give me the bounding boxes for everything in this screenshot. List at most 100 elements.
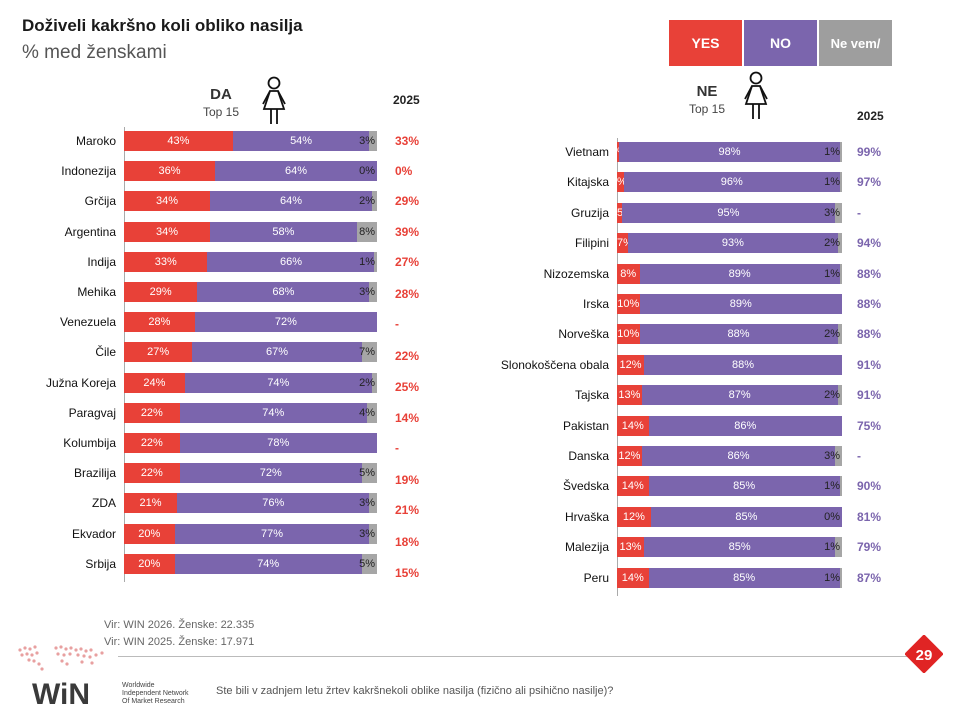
stacked-bar: 33% 66% (124, 251, 377, 272)
bar-row: Ekvador 20% 77% 3% 18% (72, 523, 419, 549)
bar-yes: 28% (124, 312, 195, 333)
category-label: Malezija (564, 540, 609, 555)
bar-row: Srbija 20% 74% 5% 15% (85, 553, 419, 580)
bar-row: Indonezija 36% 64% 0% 0% (61, 161, 412, 182)
bar-yes: 27% (124, 342, 193, 363)
stacked-bar: 13% 85% (617, 537, 842, 558)
value-2025: 91% (857, 388, 882, 403)
stacked-bar: 34% 64% (124, 191, 377, 212)
source-2025: Vir: WIN 2025. Ženske: 17.971 (104, 636, 255, 648)
value-2025: - (395, 441, 399, 455)
bar-row: Grčija 34% 64% 2% 29% (85, 191, 419, 212)
left-panel-heading: DA (210, 86, 232, 103)
value-2025: 39% (395, 224, 420, 239)
dont-know-label: 3% (359, 286, 375, 298)
stacked-bar: 34% 58% (124, 221, 377, 242)
bar-dont-know (839, 476, 842, 497)
bar-row: Hrvaška 12% 85% 0% 81% (565, 506, 881, 527)
category-label: Peru (583, 570, 609, 585)
dont-know-label: 3% (359, 497, 375, 510)
category-label: Tajska (574, 388, 609, 403)
stacked-bar: 13% 87% (617, 385, 842, 406)
bar-yes: 20% (124, 553, 175, 574)
value-2025: 94% (857, 236, 882, 251)
bar-dont-know (369, 493, 377, 514)
dont-know-label: 2% (824, 389, 840, 402)
category-label: Indonezija (61, 164, 116, 179)
bar-yes: 12% (617, 506, 651, 527)
stacked-bar: 27% 67% (124, 342, 377, 363)
stacked-bar: %98% (617, 142, 842, 162)
bar-no: 95% (621, 202, 836, 223)
bar-no: 78% (179, 433, 377, 453)
world-map-icon: WiN Worldwide Independent Network Of Mar… (18, 645, 189, 711)
category-label: Venezuela (59, 315, 116, 330)
bar-dont-know (356, 221, 377, 242)
value-2025: 29% (395, 194, 420, 209)
bar-yes: 21% (124, 493, 178, 514)
dont-know-label: 1% (824, 267, 840, 280)
stacked-bar: 12% 85% (617, 506, 842, 527)
dont-know-label: 0% (824, 510, 840, 523)
category-label: Irska (582, 297, 609, 311)
dont-know-label: 3% (824, 206, 840, 219)
logo-sub-2: Independent Network (122, 690, 189, 697)
bar-row: Vietnam%98%1%99% (565, 142, 881, 162)
bar-yes: 13% (617, 385, 642, 406)
bar-row: Brazilija 22% 72% 5% 19% (74, 463, 419, 487)
dont-know-label: 2% (824, 328, 840, 341)
bar-dont-know (369, 282, 377, 302)
stacked-bar: 20% 77% (124, 523, 377, 544)
bar-yes: 12% (617, 354, 644, 375)
value-2025: 28% (395, 287, 420, 301)
left-year-header: 2025 (393, 93, 420, 107)
value-2025: 79% (857, 540, 882, 555)
bar-no: 54% (232, 131, 370, 151)
right-year-header: 2025 (857, 109, 884, 123)
dont-know-label: 1% (824, 571, 840, 584)
value-2025: - (857, 449, 861, 463)
bar-no: 98% (619, 142, 840, 162)
value-2025: 0% (395, 164, 413, 179)
bar-row: Irska 10% 89% 88% (583, 294, 881, 314)
bar-row: Malezija 13% 85% 1% 79% (565, 537, 881, 558)
bar-row: Argentina 34% 58% 8% 39% (65, 221, 419, 242)
value-2025: 19% (395, 473, 420, 488)
category-label: Brazilija (73, 466, 116, 481)
bar-yes: 7% (617, 233, 629, 254)
bar-no: 89% (639, 263, 840, 284)
value-2025: 91% (857, 357, 882, 372)
dont-know-label: 4% (359, 406, 375, 419)
legend-yes: YES (668, 19, 743, 67)
win-logo: WiN Worldwide Independent Network Of Mar… (12, 640, 222, 711)
bar-row: Paragvaj 22% 74% 4% 14% (69, 402, 419, 425)
value-2025: 99% (857, 145, 882, 159)
bar-dont-know (374, 251, 377, 272)
legend-dont-know: Ne vem/ (818, 19, 893, 67)
page-title: Doživeli kakršno koli obliko nasilja (22, 16, 303, 35)
bar-dont-know (369, 523, 377, 544)
category-label: Slonokoščena obala (500, 357, 609, 372)
bar-row: Nizozemska 8% 89% 1% 88% (544, 263, 881, 284)
category-label: Južna Koreja (45, 375, 116, 390)
category-label: Kolumbija (63, 436, 116, 450)
right-panel-heading: NE (696, 83, 718, 100)
bar-no: 88% (644, 354, 842, 375)
woman-icon (262, 76, 286, 124)
bar-dont-know (366, 402, 377, 423)
category-label: Srbija (85, 556, 116, 571)
bar-dont-know (371, 191, 377, 212)
bar-yes: 34% (124, 191, 211, 212)
bar-dont-know (361, 463, 377, 484)
page-number-badge: 29 (905, 635, 943, 673)
bar-yes: % (617, 172, 624, 193)
bar-yes: 12% (617, 446, 642, 466)
bar-no: 88% (639, 324, 838, 345)
bar-row: Kitajska%96%1%97% (567, 172, 881, 193)
bar-no: 64% (215, 161, 377, 182)
logo-wordmark: WiN (32, 678, 90, 710)
value-2025: 22% (395, 349, 420, 364)
bar-row: Filipini 7%93%2% 94% (575, 233, 881, 254)
stacked-bar: 20% 74% (124, 553, 377, 574)
page-subtitle: % med ženskami (22, 42, 167, 63)
